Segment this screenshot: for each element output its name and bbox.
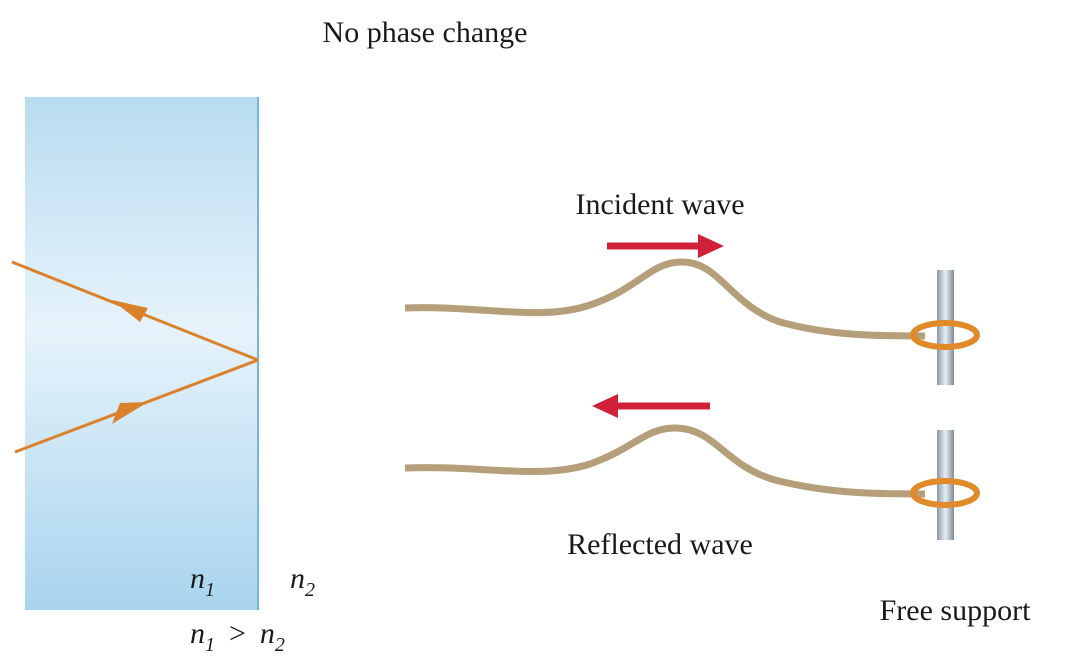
direction-arrowhead [592,394,618,418]
support-pole [937,270,954,385]
support-ring [910,320,980,350]
incident-label: Incident wave [575,188,744,221]
rope [404,258,926,340]
direction-arrowhead [698,234,724,258]
title: No phase change [323,16,528,49]
n2-label: n2 [290,562,315,601]
reflected-label: Reflected wave [567,528,753,561]
n1-label: n1 [190,562,215,601]
support-label: Free support [880,594,1031,627]
rope [404,424,926,498]
medium-block [25,97,258,610]
index-relation: n1 > n2 [190,617,285,656]
support-pole [937,430,954,540]
ray-arrowhead [112,402,148,424]
ray-arrowhead [112,300,148,322]
support-ring [910,478,980,508]
